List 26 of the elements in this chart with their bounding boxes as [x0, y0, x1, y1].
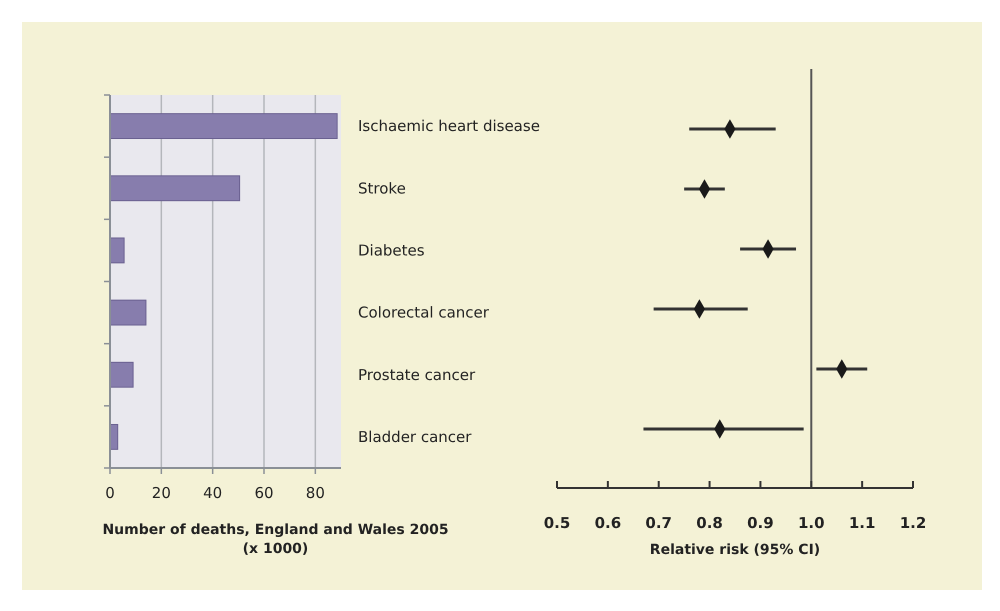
- y-tick-label: Bladder cancer: [358, 428, 472, 446]
- x-tick-label: 0: [105, 484, 115, 502]
- bar: [110, 237, 125, 264]
- x-tick-label: 1.1: [848, 514, 876, 532]
- x-tick-label: 40: [203, 484, 222, 502]
- x-axis-title: Relative risk (95% CI): [650, 542, 820, 558]
- bar: [110, 362, 134, 388]
- bar: [110, 175, 240, 202]
- x-tick-label: 0.7: [645, 514, 672, 532]
- x-tick-label: 1.2: [900, 514, 926, 532]
- bar: [110, 300, 146, 326]
- x-tick-label: 0.6: [594, 514, 622, 532]
- y-tick-label: Prostate cancer: [358, 366, 476, 384]
- bar: [110, 113, 338, 140]
- x-tick-label: 0.9: [747, 514, 774, 532]
- y-tick-label: Stroke: [358, 179, 406, 198]
- x-tick-label: 0.5: [544, 514, 570, 532]
- y-tick-label: Colorectal cancer: [358, 304, 490, 322]
- x-tick-label: 80: [306, 484, 325, 502]
- x-tick-label: 1.0: [798, 514, 825, 532]
- y-tick-label: Diabetes: [358, 241, 425, 260]
- x-tick-label: 0.8: [696, 514, 723, 532]
- x-tick-label: 20: [152, 484, 171, 502]
- x-axis-title: Number of deaths, England and Wales 2005 (x 1000): [102, 522, 449, 557]
- x-tick-label: 60: [254, 484, 274, 502]
- y-tick-label: Ischaemic heart disease: [358, 117, 540, 136]
